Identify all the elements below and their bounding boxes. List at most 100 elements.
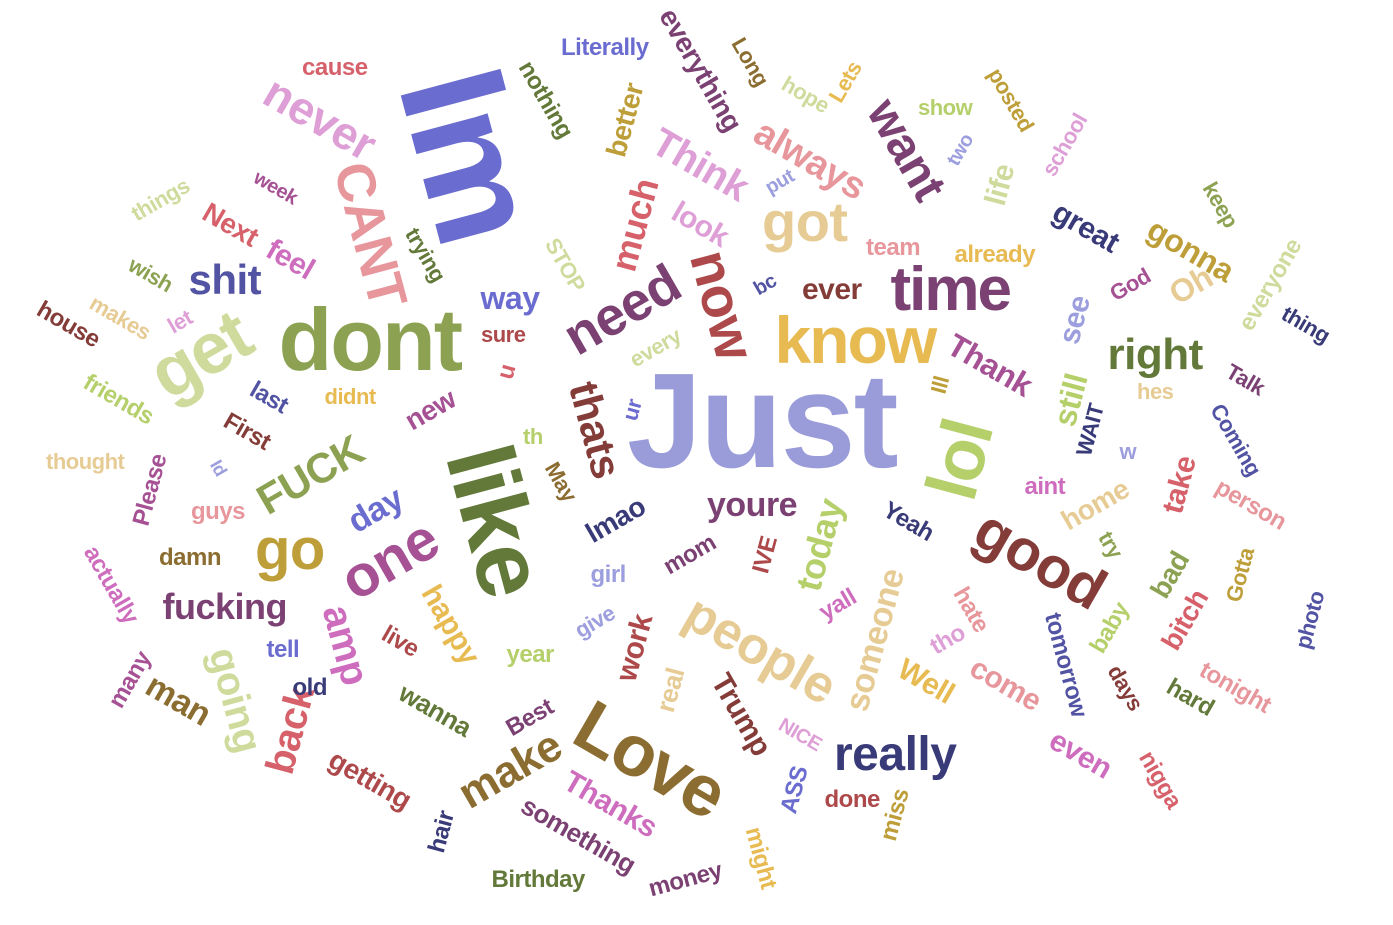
word-id: Id bbox=[205, 456, 231, 480]
word-may: May bbox=[539, 457, 582, 506]
word-ur: ur bbox=[616, 396, 647, 424]
word-keep: keep bbox=[1197, 177, 1244, 232]
word-damn: damn bbox=[159, 544, 222, 571]
word-thank: Thank bbox=[941, 326, 1039, 404]
word-give: give bbox=[570, 600, 620, 643]
word-guys: guys bbox=[191, 498, 246, 525]
word-see: see bbox=[1052, 292, 1097, 348]
word-just: Just bbox=[627, 344, 899, 496]
word-even: even bbox=[1043, 723, 1118, 786]
word-might: might bbox=[739, 824, 782, 892]
word-done: done bbox=[824, 786, 881, 813]
word-go: go bbox=[255, 517, 325, 582]
word-aint: aint bbox=[1024, 473, 1066, 500]
word-please: Please bbox=[127, 451, 173, 529]
word-mom: mom bbox=[658, 528, 721, 581]
word-ill: Ill bbox=[925, 373, 954, 397]
word-birthday: Birthday bbox=[491, 866, 586, 893]
word-old: old bbox=[292, 674, 328, 701]
word-ive: IVE bbox=[746, 533, 783, 577]
word-actually: actually bbox=[77, 541, 144, 629]
word-man: man bbox=[139, 666, 218, 734]
word-friends: friends bbox=[78, 368, 158, 431]
word-u: u bbox=[491, 361, 522, 383]
word-miss: miss bbox=[874, 785, 915, 844]
word-nice: NICE bbox=[774, 714, 826, 756]
word-sure: sure bbox=[481, 322, 526, 347]
word-next: Next bbox=[196, 196, 264, 253]
word-first: First bbox=[218, 407, 276, 456]
word-youre: youre bbox=[707, 486, 798, 524]
word-god: God bbox=[1104, 263, 1155, 307]
word-girl: girl bbox=[590, 561, 627, 588]
word-thought: thought bbox=[46, 449, 125, 474]
word-real: real bbox=[649, 664, 691, 716]
word-got: got bbox=[762, 190, 848, 253]
word-like: like bbox=[425, 433, 567, 607]
word-lets: Lets bbox=[823, 56, 867, 107]
word-yeah: Yeah bbox=[878, 496, 939, 547]
word-ass: ASS bbox=[775, 763, 814, 817]
word-fucking: fucking bbox=[162, 586, 288, 627]
word-talk: Talk bbox=[1221, 358, 1270, 401]
word-wanna: wanna bbox=[393, 677, 477, 743]
word-cause: cause bbox=[302, 54, 368, 81]
word-w: w bbox=[1119, 439, 1137, 464]
word-show: show bbox=[918, 95, 973, 120]
word-literally: Literally bbox=[561, 34, 649, 61]
word-know: know bbox=[774, 303, 938, 377]
word-team: team bbox=[866, 234, 921, 261]
word-days: days bbox=[1102, 660, 1149, 715]
word-thats: thats bbox=[560, 376, 631, 484]
word-school: school bbox=[1036, 109, 1093, 181]
word-shit: shit bbox=[188, 256, 262, 303]
word-tomorrow: tomorrow bbox=[1038, 609, 1093, 720]
word-live: live bbox=[377, 620, 424, 663]
word-long: Long bbox=[726, 33, 775, 91]
word-didnt: didnt bbox=[324, 384, 377, 409]
word-lmao: lmao bbox=[579, 490, 651, 549]
word-well: Well bbox=[891, 652, 960, 711]
word-lol: lol bbox=[911, 411, 1009, 509]
word-person: person bbox=[1210, 473, 1291, 536]
word-better: better bbox=[599, 79, 650, 161]
word-tell: tell bbox=[266, 636, 300, 663]
word-th: th bbox=[523, 424, 543, 449]
word-stop: STOP bbox=[539, 233, 591, 296]
word-gotta: Gotta bbox=[1220, 545, 1259, 605]
word-money: money bbox=[645, 856, 725, 903]
word-baby: baby bbox=[1084, 597, 1135, 658]
word-already: already bbox=[954, 241, 1036, 268]
word-two: two bbox=[942, 130, 978, 170]
word-ever: ever bbox=[802, 273, 862, 306]
word-life: life bbox=[978, 160, 1021, 210]
word-come: come bbox=[964, 651, 1047, 718]
word-things: things bbox=[126, 172, 194, 227]
word-year: year bbox=[506, 641, 555, 668]
word-wish: wish bbox=[123, 252, 177, 298]
word-look: look bbox=[665, 195, 735, 254]
word-photo: photo bbox=[1289, 588, 1329, 652]
word-way: way bbox=[480, 280, 540, 316]
word-coming: Coming bbox=[1204, 399, 1266, 481]
word-get: get bbox=[135, 294, 265, 416]
word-today: today bbox=[787, 494, 852, 596]
word-take: take bbox=[1156, 452, 1203, 518]
word-work: work bbox=[609, 610, 660, 685]
word-time: time bbox=[890, 255, 1012, 324]
word-week: week bbox=[249, 166, 301, 210]
word-great: great bbox=[1046, 195, 1125, 260]
word-right: right bbox=[1107, 330, 1204, 379]
word-new: new bbox=[399, 382, 461, 437]
word-tho: tho bbox=[925, 618, 970, 661]
word-posted: posted bbox=[982, 63, 1039, 136]
word-hes: hes bbox=[1137, 379, 1174, 404]
word-really: really bbox=[834, 728, 957, 781]
word-everything: everything bbox=[652, 2, 748, 137]
word-feel: feel bbox=[260, 232, 320, 287]
word-nigga: nigga bbox=[1133, 746, 1188, 814]
word-hair: hair bbox=[423, 808, 461, 856]
word-never: never bbox=[255, 65, 386, 171]
word-getting: getting bbox=[323, 743, 417, 816]
